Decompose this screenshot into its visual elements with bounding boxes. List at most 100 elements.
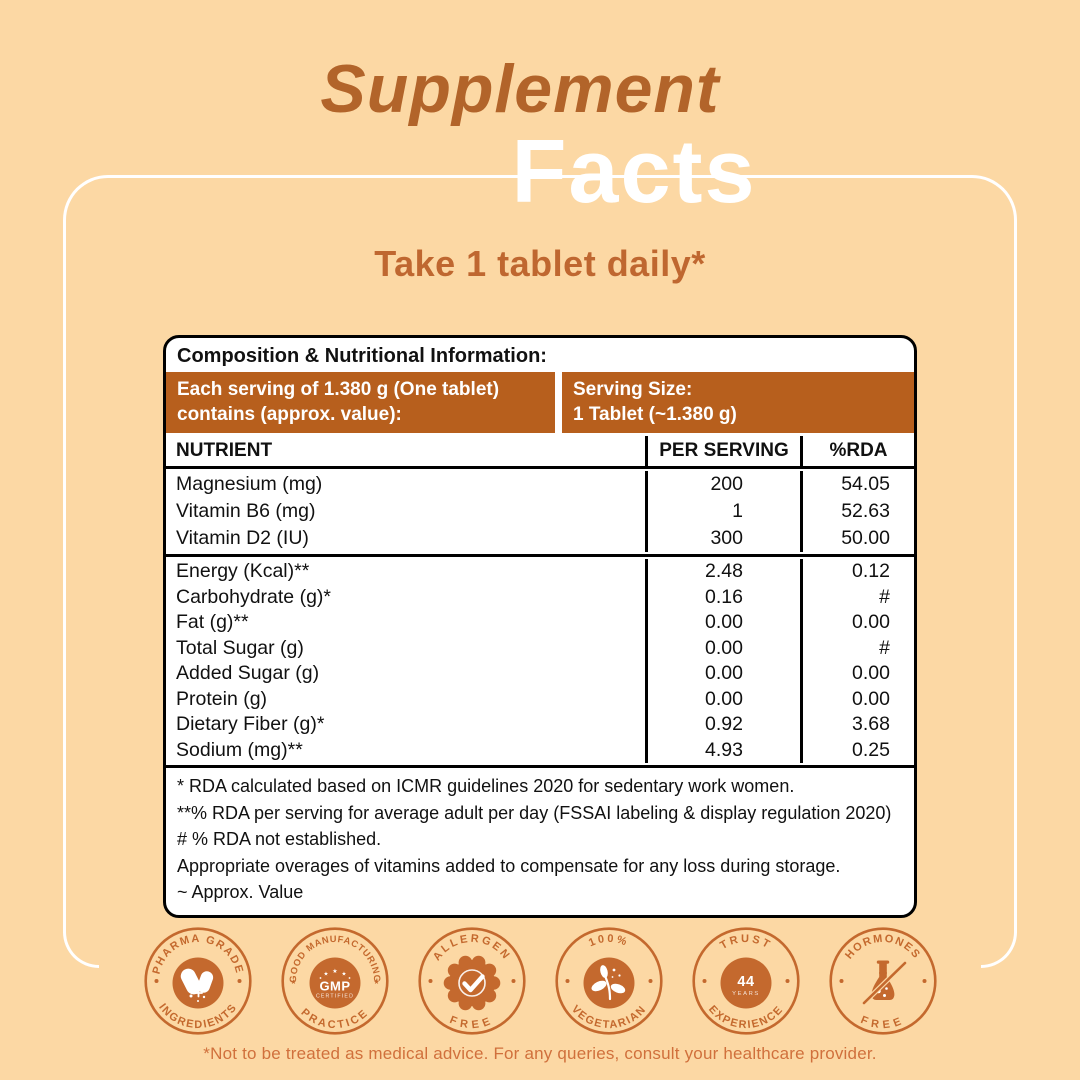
nutrition-facts-card: Composition & Nutritional Information: E…: [163, 335, 917, 918]
table-row: Vitamin B6 (mg) 1 52.63: [166, 498, 914, 525]
svg-text:TRUST: TRUST: [718, 933, 774, 952]
svg-text:FREE: FREE: [858, 1014, 906, 1031]
footnote-line: Appropriate overages of vitamins added t…: [177, 855, 841, 876]
serving-right-line1: Serving Size:: [573, 379, 693, 400]
nutrient-cell: Carbohydrate (g)*: [176, 585, 331, 608]
dosage-instruction: Take 1 tablet daily*: [374, 243, 706, 284]
per-serving-cell: 4.93: [645, 737, 800, 763]
no-hormones-flask-icon: [861, 960, 907, 1005]
svg-text:FREE: FREE: [447, 1014, 495, 1031]
table-row: Total Sugar (g) 0.00 #: [166, 635, 914, 661]
svg-text:CERTIFIED: CERTIFIED: [315, 994, 353, 1000]
badge-gmp-certified: ★ ★ GOOD MANUFACTURING PRACTICE ★ ★ ★ GM…: [280, 926, 390, 1036]
badge-hormones-free: HORMONES FREE: [828, 926, 938, 1036]
nutrient-cell: Total Sugar (g): [176, 636, 304, 659]
serving-header-band: Each serving of 1.380 g (One tablet) con…: [166, 372, 914, 433]
rda-cell: 52.63: [800, 498, 914, 525]
column-header-nutrient: NUTRIENT: [176, 440, 273, 461]
table-row: Fat (g)** 0.00 0.00: [166, 610, 914, 636]
table-row: Magnesium (mg) 200 54.05: [166, 471, 914, 498]
title-main: Facts: [511, 122, 757, 222]
rda-cell: 54.05: [800, 471, 914, 498]
nutrient-cell: Vitamin B6 (mg): [176, 500, 316, 522]
table-section-macros: Energy (Kcal)** 2.48 0.12 Carbohydrate (…: [166, 557, 914, 768]
table-row: Protein (g) 0.00 0.00: [166, 686, 914, 712]
table-row: Sodium (mg)** 4.93 0.25: [166, 737, 914, 763]
table-header: NUTRIENT PER SERVING %RDA: [166, 436, 914, 469]
per-serving-cell: 300: [645, 525, 800, 552]
nutrient-cell: Fat (g)**: [176, 611, 249, 633]
serving-left-cell: Each serving of 1.380 g (One tablet) con…: [166, 372, 555, 433]
serving-right-line2: 1 Tablet (~1.380 g): [573, 404, 737, 425]
per-serving-cell: 0.00: [645, 635, 800, 661]
capsules-icon: [172, 957, 223, 1009]
decorative-frame: [63, 175, 1017, 933]
badge-100-vegetarian: 100% VEGETARIAN: [554, 926, 664, 1036]
footnote-line: * RDA calculated based on ICMR guideline…: [177, 776, 795, 796]
serving-left-line2: contains (approx. value):: [177, 404, 402, 425]
nutrient-cell: Sodium (mg)**: [176, 738, 303, 761]
badge-trust-44-years: TRUST EXPERIENCE 44 YEARS: [691, 926, 801, 1036]
badge-ring: [554, 927, 663, 1035]
table-row: Added Sugar (g) 0.00 0.00: [166, 661, 914, 687]
table-row: Vitamin D2 (IU) 300 50.00: [166, 525, 914, 552]
plant-icon: [583, 957, 634, 1009]
svg-text:100%: 100%: [587, 933, 631, 949]
svg-text:★: ★: [332, 968, 337, 975]
badge-ring: [828, 927, 937, 1035]
rda-cell: 0.25: [800, 737, 914, 763]
table-row: Carbohydrate (g)* 0.16 #: [166, 584, 914, 610]
rda-cell: 0.00: [800, 661, 914, 687]
table-section-vitamins: Magnesium (mg) 200 54.05 Vitamin B6 (mg)…: [166, 469, 914, 557]
serving-right-cell: Serving Size: 1 Tablet (~1.380 g): [562, 372, 914, 433]
gmp-seal-icon: ★ ★ ★ GMP CERTIFIED: [309, 957, 360, 1009]
svg-text:YEARS: YEARS: [732, 991, 760, 997]
badge-allergen-free: ALLERGEN FREE: [417, 926, 527, 1036]
per-serving-cell: 2.48: [645, 559, 800, 585]
title-script: Supplement: [320, 51, 720, 127]
per-serving-cell: 0.00: [645, 686, 800, 712]
check-seal-icon: [443, 955, 500, 1011]
rda-cell: 3.68: [800, 712, 914, 738]
rda-cell: 0.00: [800, 686, 914, 712]
footnote-line: **% RDA per serving for average adult pe…: [177, 802, 892, 823]
nutrient-cell: Magnesium (mg): [176, 473, 323, 495]
rda-cell: #: [800, 635, 914, 661]
badge-ring: [417, 927, 526, 1035]
rda-cell: 50.00: [800, 525, 914, 552]
per-serving-cell: 1: [645, 498, 800, 525]
disclaimer: *Not to be treated as medical advice. Fo…: [203, 1044, 877, 1063]
table-row: Energy (Kcal)** 2.48 0.12: [166, 559, 914, 585]
nutrient-cell: Protein (g): [176, 687, 268, 710]
per-serving-cell: 0.00: [645, 661, 800, 687]
per-serving-cell: 200: [645, 471, 800, 498]
rda-cell: 0.00: [800, 610, 914, 636]
column-header-rda: %RDA: [800, 436, 914, 466]
svg-text:★: ★: [290, 978, 296, 986]
rda-cell: #: [800, 584, 914, 610]
footnote-line: # % RDA not established.: [177, 829, 382, 849]
table-row: Dietary Fiber (g)* 0.92 3.68: [166, 712, 914, 738]
years-badge-icon: 44 YEARS: [720, 957, 771, 1009]
column-header-per-serving: PER SERVING: [645, 436, 800, 466]
nutrient-cell: Vitamin D2 (IU): [176, 527, 309, 549]
rda-cell: 0.12: [800, 559, 914, 585]
per-serving-cell: 0.16: [645, 584, 800, 610]
footnotes: * RDA calculated based on ICMR guideline…: [166, 768, 914, 915]
svg-text:★: ★: [341, 971, 346, 978]
badge-ring: [691, 927, 800, 1035]
svg-text:GMP: GMP: [319, 979, 350, 994]
per-serving-cell: 0.00: [645, 610, 800, 636]
nutrient-cell: Energy (Kcal)**: [176, 560, 310, 582]
badge-ring: [143, 927, 252, 1035]
serving-left-line1: Each serving of 1.380 g (One tablet): [177, 379, 500, 400]
certification-badges: PHARMA GRADE INGREDIENTS ★ ★ GOOD MANUFA: [0, 926, 1080, 1036]
card-title: Composition & Nutritional Information:: [177, 345, 547, 367]
nutrient-cell: Added Sugar (g): [176, 662, 320, 684]
per-serving-cell: 0.92: [645, 712, 800, 738]
badge-ring: [280, 927, 389, 1035]
svg-text:★: ★: [373, 978, 379, 986]
nutrient-cell: Dietary Fiber (g)*: [176, 713, 325, 735]
svg-text:44: 44: [737, 974, 754, 990]
badge-pharma-grade-ingredients: PHARMA GRADE INGREDIENTS: [143, 926, 253, 1036]
